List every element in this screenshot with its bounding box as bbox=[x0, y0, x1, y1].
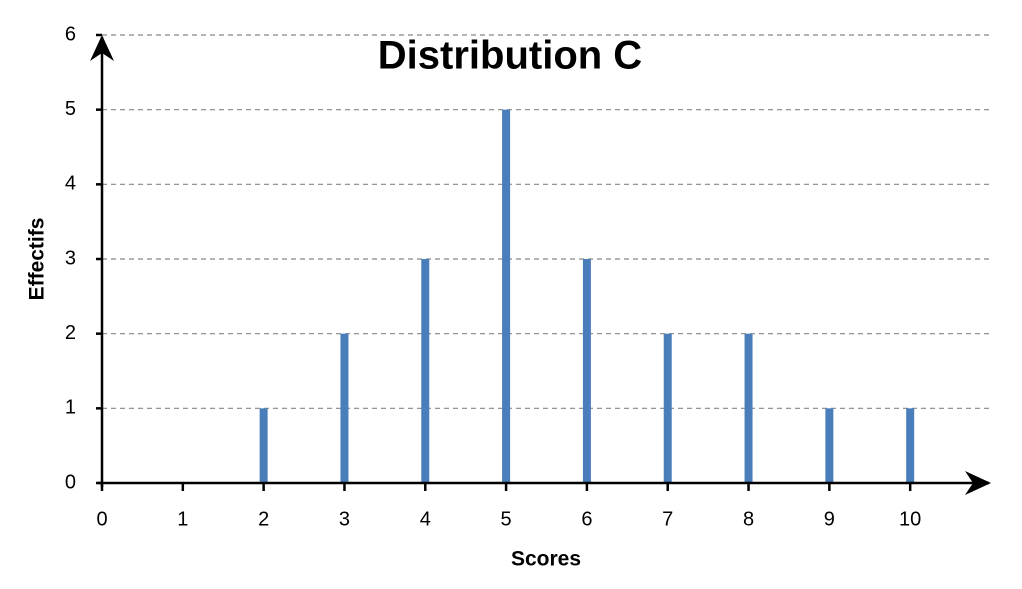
y-tick-label: 2 bbox=[65, 322, 76, 344]
bar bbox=[421, 259, 430, 483]
y-tick-label: 4 bbox=[65, 173, 76, 195]
x-tick-label: 7 bbox=[662, 508, 673, 530]
bar bbox=[906, 408, 915, 483]
bar bbox=[340, 333, 349, 483]
x-tick-label: 2 bbox=[258, 508, 269, 530]
x-tick-label: 3 bbox=[339, 508, 350, 530]
y-axis-title: Effectifs bbox=[26, 218, 49, 301]
bar bbox=[744, 333, 753, 483]
x-tick-label: 10 bbox=[899, 508, 921, 530]
bar bbox=[825, 408, 834, 483]
x-tick-label: 6 bbox=[581, 508, 592, 530]
bar bbox=[663, 333, 672, 483]
y-tick-label: 1 bbox=[65, 397, 76, 419]
y-tick-label: 5 bbox=[65, 98, 76, 120]
bar bbox=[259, 408, 268, 483]
y-tick-label: 0 bbox=[65, 471, 76, 493]
x-tick-label: 4 bbox=[420, 508, 431, 530]
bar bbox=[582, 259, 591, 483]
y-tick-label: 3 bbox=[65, 247, 76, 269]
x-tick-label: 0 bbox=[96, 508, 107, 530]
y-tick-label: 6 bbox=[65, 23, 76, 45]
chart-title: Distribution C bbox=[378, 34, 642, 78]
bar bbox=[502, 109, 511, 484]
x-tick-label: 8 bbox=[743, 508, 754, 530]
x-tick-label: 5 bbox=[501, 508, 512, 530]
x-axis-title: Scores bbox=[511, 548, 581, 571]
x-tick-label: 1 bbox=[177, 508, 188, 530]
x-axis-arrow bbox=[965, 471, 991, 495]
x-tick-label: 9 bbox=[824, 508, 835, 530]
y-axis-arrow bbox=[90, 35, 114, 61]
